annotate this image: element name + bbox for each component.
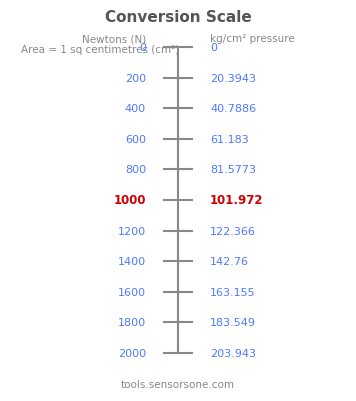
Text: 200: 200 [125, 74, 146, 83]
Text: 142.76: 142.76 [210, 257, 249, 266]
Text: 0: 0 [210, 43, 217, 53]
Text: 81.5773: 81.5773 [210, 165, 256, 175]
Text: Conversion Scale: Conversion Scale [105, 10, 251, 25]
Text: 163.155: 163.155 [210, 287, 256, 297]
Text: 61.183: 61.183 [210, 135, 249, 144]
Text: 800: 800 [125, 165, 146, 175]
Text: kg/cm² pressure: kg/cm² pressure [210, 34, 295, 44]
Text: 122.366: 122.366 [210, 226, 256, 236]
Text: 0: 0 [139, 43, 146, 53]
Text: 40.7886: 40.7886 [210, 104, 256, 114]
Text: tools.sensorsone.com: tools.sensorsone.com [121, 379, 235, 389]
Text: 101.972: 101.972 [210, 194, 263, 207]
Text: 600: 600 [125, 135, 146, 144]
Text: 20.3943: 20.3943 [210, 74, 256, 83]
Text: 203.943: 203.943 [210, 348, 256, 358]
Text: Area = 1 sq centimetres (cm²): Area = 1 sq centimetres (cm²) [21, 45, 180, 55]
Text: 1400: 1400 [118, 257, 146, 266]
Text: 1800: 1800 [118, 318, 146, 327]
Text: 1600: 1600 [118, 287, 146, 297]
Text: 400: 400 [125, 104, 146, 114]
Text: 2000: 2000 [118, 348, 146, 358]
Text: 1000: 1000 [114, 194, 146, 207]
Text: Newtons (N): Newtons (N) [82, 34, 146, 44]
Text: 183.549: 183.549 [210, 318, 256, 327]
Text: 1200: 1200 [118, 226, 146, 236]
